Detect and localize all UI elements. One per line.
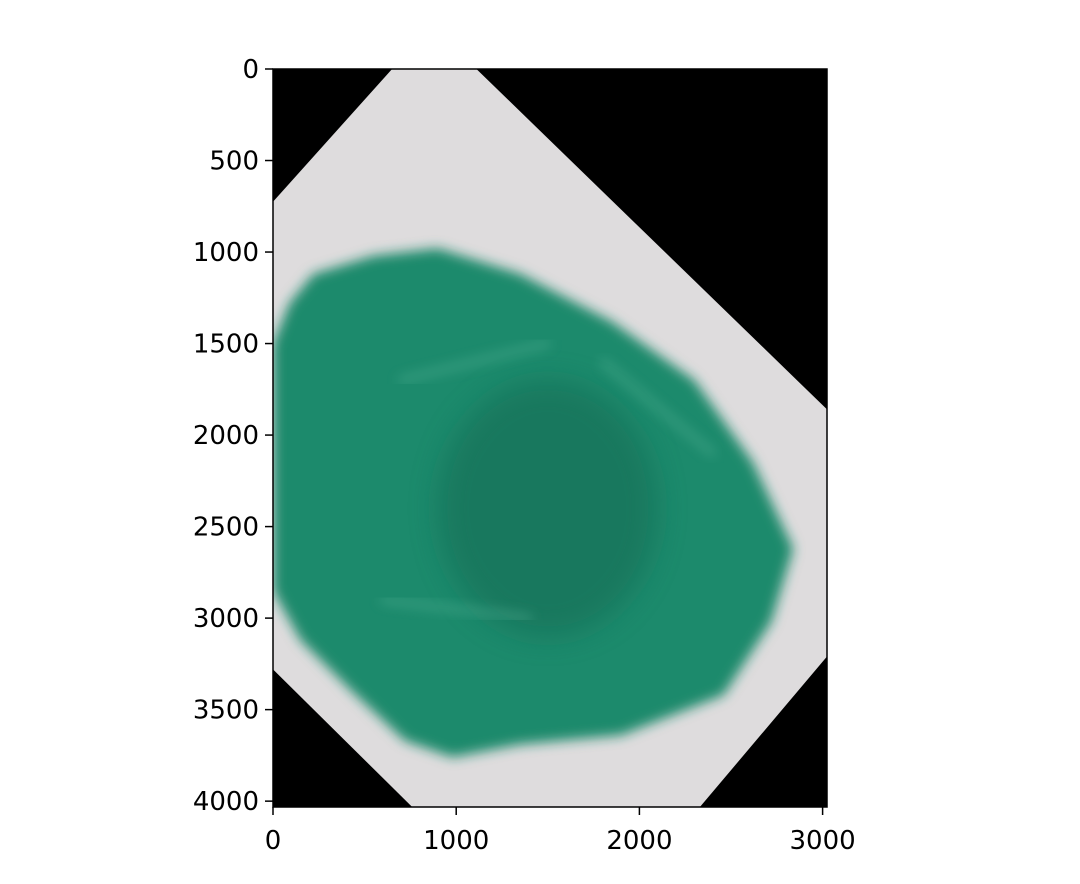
blob-shading (437, 380, 658, 637)
y-tick-label: 3000 (193, 604, 259, 634)
y-tick-label: 0 (242, 55, 259, 85)
y-tick-label: 1000 (193, 238, 259, 268)
y-tick-label: 4000 (193, 787, 259, 817)
x-tick-label: 1000 (423, 826, 489, 856)
x-axis: 0 1000 2000 3000 (265, 807, 856, 856)
y-axis: 0 500 1000 1500 2000 2500 3000 3500 4000 (193, 55, 273, 817)
x-tick-label: 3000 (790, 826, 856, 856)
x-tick-label: 0 (265, 826, 282, 856)
y-tick-label: 2000 (193, 421, 259, 451)
x-tick-label: 2000 (606, 826, 672, 856)
y-tick-label: 500 (209, 147, 259, 177)
y-tick-label: 1500 (193, 330, 259, 360)
axes-frame (272, 68, 828, 808)
blob-streak (379, 596, 533, 622)
image-area (273, 69, 827, 807)
blob-streak (599, 358, 716, 457)
y-tick-label: 2500 (193, 513, 259, 543)
green-blob (273, 248, 794, 758)
y-tick-label: 3500 (193, 696, 259, 726)
blob-streak (398, 340, 551, 384)
